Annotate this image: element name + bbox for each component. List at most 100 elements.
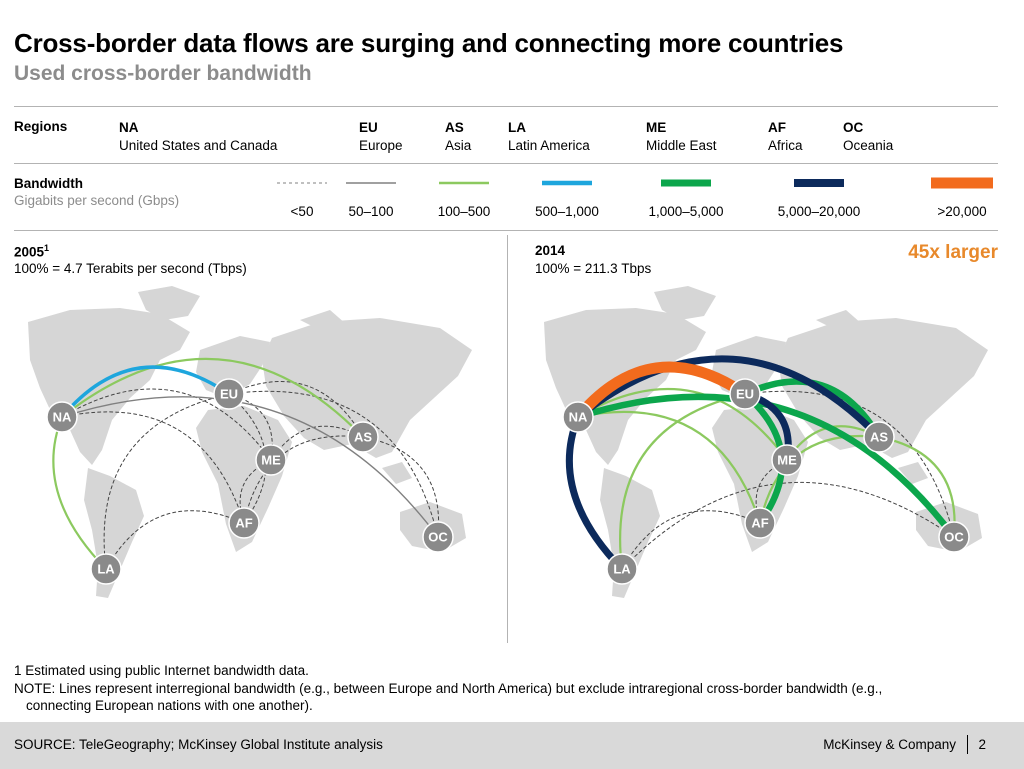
region-code: OC: [843, 120, 864, 135]
map-2014: NA EU AS LA ME AF OC: [544, 286, 988, 598]
node-label: EU: [220, 387, 238, 402]
node-label: ME: [777, 453, 797, 468]
region-oc: OC Oceania: [843, 119, 893, 155]
growth-note: 45x larger: [908, 242, 998, 263]
region-name: Europe: [359, 138, 403, 153]
node-la: LA: [606, 553, 638, 585]
node-circle: [744, 507, 776, 539]
bandwidth-swatch: [346, 182, 396, 184]
link-la-eu: [619, 392, 747, 571]
panel-2005-year: 20051: [14, 243, 49, 260]
region-na: NA United States and Canada: [119, 119, 277, 155]
link-eu-la: [103, 393, 230, 570]
continent-shape: [778, 318, 988, 458]
panel-2014-year: 2014: [535, 243, 565, 258]
node-circle: [863, 421, 895, 453]
link-na-me: [576, 388, 789, 462]
link-na-as: [60, 357, 365, 439]
panel-2005-year-text: 2005: [14, 244, 45, 260]
link-as-oc: [877, 435, 956, 539]
node-label: AF: [751, 516, 768, 531]
node-label: NA: [569, 410, 588, 425]
bandwidth-class-1: 50–100: [311, 176, 431, 219]
region-code: EU: [359, 120, 378, 135]
footnote-note-cont: connecting European nations with one ano…: [26, 698, 313, 713]
bandwidth-class-2: 100–500: [404, 176, 524, 219]
divider-legend: [14, 163, 998, 164]
node-circle: [606, 553, 638, 585]
region-me: ME Middle East: [646, 119, 717, 155]
bandwidth-label: <50: [290, 204, 314, 219]
bandwidth-class-0: <50: [242, 176, 362, 219]
regions-heading: Regions: [14, 119, 68, 134]
node-label: AF: [235, 516, 252, 531]
panel-divider: [507, 235, 508, 643]
region-name: Middle East: [646, 138, 717, 153]
footnote-1: 1 Estimated using public Internet bandwi…: [14, 663, 309, 678]
region-code: AF: [768, 120, 786, 135]
node-label: LA: [97, 562, 115, 577]
node-as: AS: [863, 421, 895, 453]
node-as: AS: [347, 421, 379, 453]
region-name: Asia: [445, 138, 472, 153]
bandwidth-class-4: 1,000–5,000: [626, 176, 746, 219]
map-2005: NA EU AS LA ME AF OC: [28, 286, 472, 598]
node-circle: [771, 444, 803, 476]
link-eu-as: [741, 378, 883, 441]
region-name: Oceania: [843, 138, 894, 153]
link-na-la: [565, 413, 626, 573]
node-na: NA: [562, 401, 594, 433]
node-me: ME: [255, 444, 287, 476]
node-oc: OC: [938, 521, 970, 553]
node-eu: EU: [729, 378, 761, 410]
region-af: AF Africa: [768, 119, 803, 155]
region-la: LA Latin America: [508, 119, 590, 155]
bandwidth-label: 1,000–5,000: [648, 204, 724, 219]
node-circle: [347, 421, 379, 453]
node-label: AS: [870, 430, 888, 445]
node-label: OC: [944, 530, 964, 545]
panel-2014-year-text: 2014: [535, 243, 566, 258]
region-code: ME: [646, 120, 667, 135]
continent-shape: [262, 318, 472, 458]
continent-shape: [654, 286, 716, 320]
node-la: LA: [90, 553, 122, 585]
link-na-me: [61, 388, 272, 461]
bandwidth-heading: Bandwidth: [14, 176, 83, 191]
region-name: Latin America: [508, 138, 590, 153]
continent-shape: [196, 336, 270, 398]
link-na-la: [52, 415, 108, 571]
footnote-note: NOTE: Lines represent interregional band…: [14, 681, 883, 696]
bandwidth-label: 500–1,000: [535, 204, 599, 219]
node-label: AS: [354, 430, 372, 445]
panel-2014-total: 100% = 211.3 Tbps: [535, 261, 652, 276]
footnote-marker: 1: [44, 243, 50, 253]
link-la-oc: [621, 481, 955, 570]
node-circle: [938, 521, 970, 553]
node-circle: [562, 401, 594, 433]
node-circle: [46, 401, 78, 433]
continent-shape: [898, 462, 928, 484]
continent-shape: [300, 310, 346, 332]
node-label: LA: [613, 562, 631, 577]
node-af: AF: [744, 507, 776, 539]
bandwidth-swatch: [277, 182, 327, 184]
region-eu: EU Europe: [359, 119, 403, 155]
bandwidth-class-6: >20,000: [902, 176, 1022, 219]
page-subtitle: Used cross-border bandwidth: [14, 62, 312, 85]
bandwidth-label: 5,000–20,000: [777, 204, 861, 219]
region-name: Africa: [768, 138, 803, 153]
link-na-oc: [61, 396, 439, 538]
bandwidth-swatch: [794, 179, 844, 187]
node-circle: [90, 553, 122, 585]
footer-separator: [967, 735, 968, 754]
page-number: 2: [978, 737, 986, 752]
bandwidth-label: >20,000: [937, 204, 987, 219]
source-text: SOURCE: TeleGeography; McKinsey Global I…: [14, 737, 383, 752]
node-circle: [228, 507, 260, 539]
link-na-af: [576, 410, 762, 525]
node-eu: EU: [213, 378, 245, 410]
bandwidth-label: 100–500: [437, 204, 491, 219]
bandwidth-class-3: 500–1,000: [507, 176, 627, 219]
link-la-af: [105, 510, 245, 570]
